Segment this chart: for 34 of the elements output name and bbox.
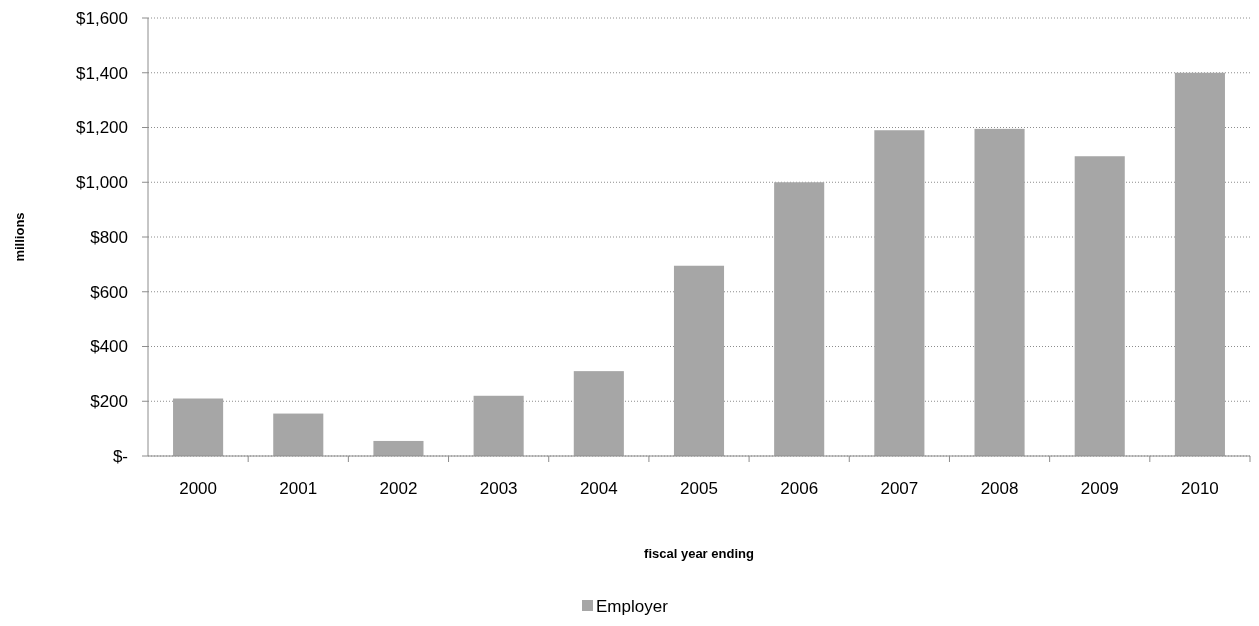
bar bbox=[874, 130, 925, 456]
bar bbox=[774, 182, 825, 456]
x-tick-label: 2008 bbox=[980, 479, 1019, 498]
x-tick-label: 2005 bbox=[680, 479, 718, 498]
x-axis-title: fiscal year ending bbox=[644, 546, 754, 561]
bar bbox=[573, 371, 624, 456]
x-tick-label: 2006 bbox=[780, 479, 819, 498]
x-tick-label: 2009 bbox=[1080, 479, 1119, 498]
x-tick-label: 2007 bbox=[880, 479, 919, 498]
y-tick-label: $200 bbox=[90, 392, 128, 412]
bar bbox=[273, 413, 324, 456]
x-tick-label: 2002 bbox=[379, 479, 418, 498]
y-tick-label: $1,200 bbox=[76, 118, 128, 138]
bar bbox=[1074, 156, 1125, 456]
y-axis-title: millions bbox=[12, 212, 27, 262]
bar bbox=[173, 398, 224, 456]
bar bbox=[473, 395, 524, 456]
x-tick-label: 2010 bbox=[1180, 479, 1219, 498]
x-tick-label: 2003 bbox=[479, 479, 518, 498]
y-tick-label: $1,400 bbox=[76, 63, 128, 83]
x-tick-label: 2004 bbox=[579, 479, 618, 498]
bar bbox=[373, 440, 424, 456]
y-tick-label: $600 bbox=[90, 282, 128, 302]
x-tick-label: 2000 bbox=[179, 479, 217, 498]
legend-label: Employer bbox=[596, 596, 669, 616]
bar bbox=[1174, 72, 1225, 456]
y-tick-label: $400 bbox=[90, 337, 128, 357]
bar bbox=[673, 265, 725, 456]
x-tick-label: 2001 bbox=[279, 479, 318, 498]
y-tick-label: $1,000 bbox=[76, 173, 128, 193]
bar bbox=[974, 128, 1025, 456]
y-tick-label: $- bbox=[112, 446, 128, 466]
y-tick-label: $1,600 bbox=[76, 8, 128, 28]
y-tick-label: $800 bbox=[90, 227, 128, 247]
